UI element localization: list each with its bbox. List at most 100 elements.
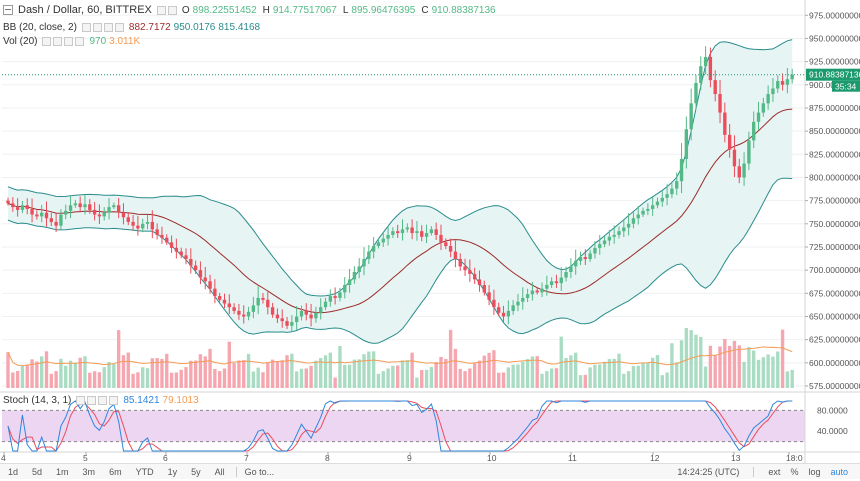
volume-bar <box>444 359 448 388</box>
volume-bar <box>208 348 212 388</box>
range-button-5d[interactable]: 5d <box>32 466 43 477</box>
candle-body <box>203 277 207 282</box>
bb-label[interactable]: BB (20, close, 2) <box>3 22 77 33</box>
volume-bar <box>323 355 328 388</box>
candle-body <box>482 284 486 293</box>
candle-body <box>660 197 664 202</box>
candle-body <box>83 204 87 208</box>
candle-body <box>405 227 409 230</box>
eye-icon[interactable] <box>156 5 166 15</box>
symbol-title[interactable]: Dash / Dollar, 60, BITTREX <box>18 4 152 16</box>
volume-bar <box>30 359 34 388</box>
volume-bar <box>742 361 746 388</box>
eye-icon[interactable] <box>42 37 52 46</box>
volume-bar <box>554 368 559 388</box>
candle-body <box>444 242 448 247</box>
candle-body <box>448 246 453 252</box>
candle-body <box>535 290 539 293</box>
volume-bar <box>424 369 429 388</box>
candle-body <box>439 234 443 243</box>
price-axis-label: 650.00000000 <box>809 311 860 321</box>
more-icon[interactable] <box>109 396 119 405</box>
eye-icon[interactable] <box>76 396 86 405</box>
candle-body <box>242 314 246 317</box>
candle-body <box>617 231 621 235</box>
volume-bar <box>458 368 462 388</box>
eye-icon[interactable] <box>81 23 91 32</box>
volume-bar <box>68 360 73 388</box>
log-toggle[interactable]: log <box>808 466 821 477</box>
candle-body <box>88 204 92 210</box>
range-button-ytd[interactable]: YTD <box>135 466 154 477</box>
range-button-1d[interactable]: 1d <box>8 466 19 477</box>
volume-bar <box>141 367 145 388</box>
volume-bar <box>655 355 660 388</box>
volume-bar <box>564 358 568 388</box>
candle-body <box>415 231 419 234</box>
legend-buttons <box>156 5 177 15</box>
stoch-k-line <box>7 400 793 452</box>
minus-box-icon[interactable] <box>3 5 13 15</box>
volume-bar <box>660 375 664 388</box>
volume-bar <box>747 347 751 388</box>
volume-bar <box>357 359 361 388</box>
range-button-6m[interactable]: 6m <box>109 466 122 477</box>
volume-bar <box>328 352 333 388</box>
range-button-5y[interactable]: 5y <box>191 466 201 477</box>
price-axis-label: 725.00000000 <box>809 242 860 252</box>
time-axis-label: 11 <box>568 453 577 463</box>
volume-bar <box>583 374 588 388</box>
volume-bar <box>352 359 357 388</box>
goto-button[interactable]: Go to... <box>244 466 275 477</box>
range-button-1m[interactable]: 1m <box>56 466 69 477</box>
vol-ma-value: 3.011K <box>109 36 141 47</box>
close-icon[interactable] <box>64 37 74 46</box>
settings-icon[interactable] <box>87 396 97 405</box>
low-label: L <box>342 4 349 16</box>
volume-bar <box>222 368 227 388</box>
range-button-all[interactable]: All <box>214 466 225 477</box>
utc-time[interactable]: 14:24:25 (UTC) <box>677 466 740 477</box>
settings-icon[interactable] <box>167 5 177 15</box>
volume-bar <box>107 362 111 388</box>
volume-bar <box>410 352 414 388</box>
ext-toggle[interactable]: ext <box>768 466 781 477</box>
volume-bar <box>193 360 198 388</box>
volume-bar <box>453 348 458 388</box>
close-icon[interactable] <box>103 23 113 32</box>
more-icon[interactable] <box>75 37 85 46</box>
volume-bar <box>160 358 164 388</box>
auto-toggle[interactable]: auto <box>830 466 848 477</box>
range-button-3m[interactable]: 3m <box>82 466 96 477</box>
candle-body <box>607 236 612 241</box>
volume-bar <box>646 362 650 388</box>
candle-body <box>169 242 174 248</box>
candle-body <box>501 312 506 317</box>
candle-body <box>559 277 563 284</box>
time-axis-label: 4 <box>1 453 6 463</box>
more-icon[interactable] <box>114 23 124 32</box>
volume-bar <box>304 368 308 388</box>
volume-bar <box>179 369 183 388</box>
candle-body <box>718 94 722 113</box>
candle-body <box>362 259 366 267</box>
range-button-1y[interactable]: 1y <box>167 466 178 477</box>
volume-bar <box>54 371 58 388</box>
time-axis-label: 6 <box>163 453 168 463</box>
volume-bar <box>578 375 583 388</box>
vol-label[interactable]: Vol (20) <box>3 36 38 47</box>
close-icon[interactable] <box>98 396 108 405</box>
settings-icon[interactable] <box>53 37 63 46</box>
candle-body <box>583 257 588 260</box>
volume-series <box>6 328 794 388</box>
stoch-label[interactable]: Stoch (14, 3, 1) <box>3 395 72 406</box>
volume-bar <box>761 357 766 388</box>
volume-bar <box>116 330 121 388</box>
candle-body <box>189 259 193 266</box>
volume-bar <box>776 351 780 388</box>
percent-toggle[interactable]: % <box>790 466 799 477</box>
candle-body <box>497 307 501 313</box>
settings-icon[interactable] <box>92 23 102 32</box>
volume-bar <box>6 352 10 388</box>
